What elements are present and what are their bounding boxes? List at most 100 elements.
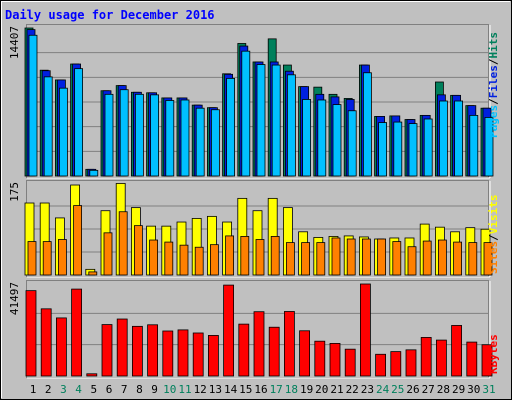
- legend-files: Files: [487, 65, 500, 98]
- legend-pages: Pages: [487, 105, 500, 138]
- bars-kbytes: [25, 283, 493, 377]
- bar-pages: [226, 78, 236, 177]
- x-tick-label: 13: [209, 383, 222, 396]
- bar-pages: [302, 99, 312, 177]
- bar-sites: [483, 242, 493, 276]
- x-tick-label: 23: [361, 383, 374, 396]
- y-max-label-hits: 14407: [8, 26, 21, 59]
- x-tick-label: 26: [406, 383, 419, 396]
- legend-sites: Sites: [487, 241, 500, 274]
- bar-pages: [104, 93, 114, 177]
- bar-sites: [27, 241, 37, 276]
- x-tick-label: 28: [437, 383, 450, 396]
- bar-sites: [422, 240, 432, 276]
- x-tick-label: 3: [60, 383, 67, 396]
- bar-kbytes: [375, 353, 387, 377]
- bar-kbytes: [147, 324, 159, 377]
- bar-sites: [194, 246, 204, 276]
- bar-pages: [332, 104, 342, 177]
- x-tick-label: 2: [45, 383, 52, 396]
- x-tick-label: 21: [330, 383, 343, 396]
- bar-kbytes: [86, 373, 98, 377]
- bar-kbytes: [268, 326, 280, 377]
- x-tick-label: 22: [346, 383, 359, 396]
- panel-kbytes: 41497 KBytes: [8, 280, 500, 379]
- bars-hits-files-pages: [24, 27, 494, 177]
- bar-sites: [331, 237, 341, 276]
- bar-kbytes: [40, 308, 52, 377]
- x-tick-label: 17: [270, 383, 283, 396]
- legend-hits-files-pages: Pages/Files/Hits: [487, 32, 500, 138]
- bar-sites: [225, 235, 235, 276]
- bar-sites: [88, 271, 98, 276]
- legend-separator-2: /: [487, 58, 500, 65]
- bar-pages: [469, 114, 479, 177]
- x-tick-label: 5: [90, 383, 97, 396]
- bar-kbytes: [71, 288, 82, 377]
- bar-sites: [240, 236, 250, 276]
- bar-sites: [392, 241, 402, 276]
- bar-pages: [241, 50, 251, 177]
- bar-sites: [164, 241, 174, 276]
- legend-visits: Visits: [487, 195, 500, 235]
- legend-separator-1: /: [487, 98, 500, 105]
- bar-sites: [361, 238, 371, 276]
- x-tick-label: 7: [121, 383, 128, 396]
- bar-sites: [209, 244, 219, 276]
- bar-kbytes: [314, 340, 326, 377]
- bar-kbytes: [101, 324, 113, 377]
- bar-pages: [438, 100, 448, 177]
- bar-pages: [256, 64, 266, 177]
- x-tick-label: 30: [467, 383, 480, 396]
- bar-pages: [210, 109, 220, 177]
- x-tick-label: 19: [300, 383, 313, 396]
- bar-sites: [453, 241, 463, 276]
- bars-visits-sites: [24, 183, 493, 276]
- bar-sites: [133, 225, 143, 276]
- bar-kbytes: [223, 284, 235, 377]
- bar-pages: [378, 122, 388, 177]
- x-tick-label: 12: [194, 383, 207, 396]
- legend-separator-3: /: [487, 234, 500, 241]
- bar-sites: [255, 239, 265, 276]
- x-tick-label: 27: [422, 383, 435, 396]
- bar-sites: [118, 211, 128, 276]
- bar-sites: [346, 238, 356, 276]
- bar-pages: [286, 74, 296, 177]
- bar-pages: [74, 68, 83, 177]
- bar-pages: [28, 34, 38, 177]
- bar-pages: [423, 118, 433, 177]
- bar-sites: [270, 236, 280, 276]
- bar-kbytes: [466, 341, 478, 377]
- bar-pages: [347, 110, 357, 177]
- bar-sites: [285, 242, 295, 276]
- bar-sites: [437, 239, 447, 276]
- x-tick-label: 29: [452, 383, 465, 396]
- bar-pages: [454, 100, 464, 177]
- y-max-label-visits: 175: [8, 182, 21, 202]
- legend-visits-sites: Sites/Visits: [487, 195, 500, 275]
- bar-kbytes: [420, 337, 432, 377]
- bar-kbytes: [253, 311, 265, 377]
- bar-kbytes: [435, 339, 447, 377]
- panel-hits-files-pages: 14407 Pages/Files/Hits: [8, 24, 500, 179]
- x-tick-label: 20: [315, 383, 328, 396]
- bar-pages: [195, 107, 205, 177]
- x-tick-label: 31: [482, 383, 495, 396]
- bar-kbytes: [192, 332, 204, 377]
- bar-pages: [180, 99, 190, 177]
- x-tick-label: 6: [106, 383, 113, 396]
- bar-pages: [271, 64, 281, 177]
- legend-hits: Hits: [487, 32, 500, 59]
- bar-pages: [408, 123, 418, 177]
- x-tick-label: 16: [254, 383, 267, 396]
- bar-pages: [150, 94, 160, 177]
- bar-pages: [134, 93, 144, 177]
- bar-kbytes: [162, 330, 174, 377]
- bar-kbytes: [344, 348, 356, 377]
- bar-sites: [377, 238, 387, 276]
- bar-kbytes: [359, 283, 371, 377]
- bar-pages: [317, 99, 327, 177]
- x-tick-label: 11: [178, 383, 191, 396]
- chart-title: Daily usage for December 2016: [5, 8, 215, 22]
